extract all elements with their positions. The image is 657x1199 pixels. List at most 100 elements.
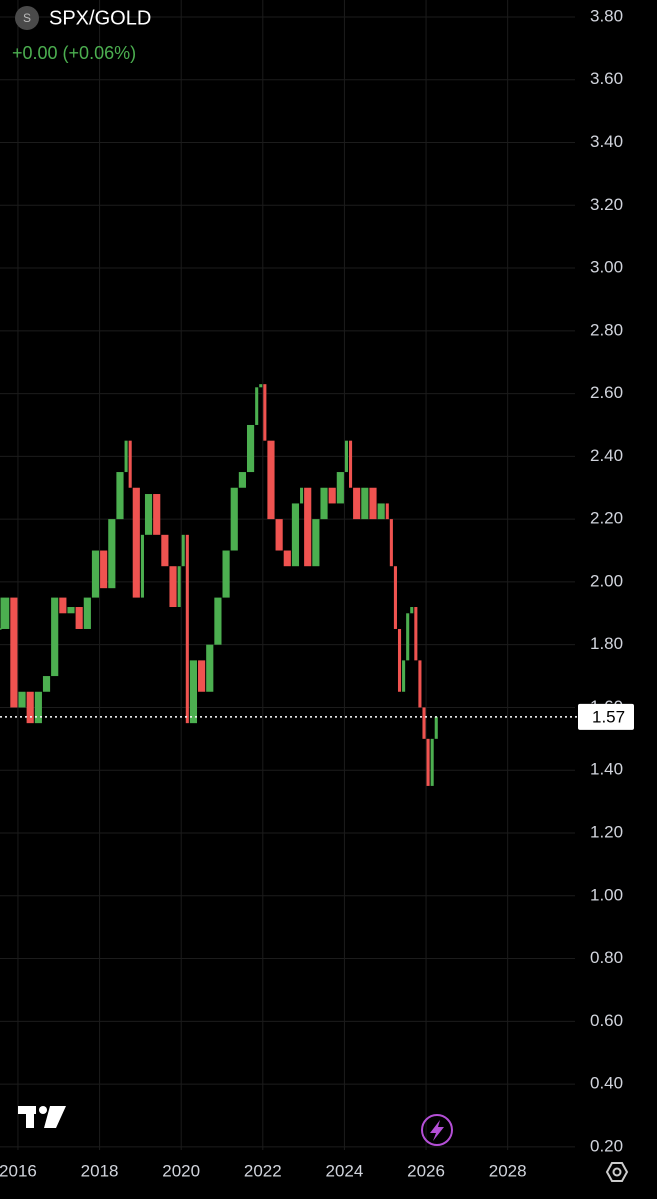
candle [198, 660, 206, 692]
candle [267, 440, 275, 520]
candle [132, 487, 140, 598]
candle [42, 676, 51, 692]
candle [300, 487, 304, 504]
y-tick-label: 3.20 [590, 195, 623, 214]
symbol-name[interactable]: SPX/GOLD [49, 7, 151, 29]
candle [263, 384, 267, 441]
candle [75, 607, 83, 629]
y-tick-label: 2.40 [590, 446, 623, 465]
candle [418, 660, 422, 708]
candle [128, 440, 132, 488]
candle [83, 597, 91, 629]
candle [10, 597, 18, 708]
y-tick-label: 2.00 [590, 571, 623, 590]
y-tick-label: 1.80 [590, 634, 623, 653]
candle [336, 472, 344, 504]
x-tick-label: 2020 [162, 1161, 200, 1180]
y-tick-label: 0.20 [590, 1136, 623, 1155]
x-tick-label: 2022 [244, 1161, 282, 1180]
x-tick-label: 2026 [407, 1161, 445, 1180]
x-tick-label: 2028 [489, 1161, 527, 1180]
candle [230, 487, 238, 551]
y-tick-label: 0.80 [590, 948, 623, 967]
candle [34, 691, 42, 724]
lightning-button[interactable] [421, 1114, 453, 1146]
candle [0, 597, 10, 629]
candle [283, 550, 291, 567]
price-change: +0.00 (+0.06%) [12, 43, 136, 63]
y-tick-label: 2.80 [590, 320, 623, 339]
candle [349, 440, 353, 488]
y-tick-label: 2.60 [590, 383, 623, 402]
candle [320, 487, 328, 520]
candle [51, 597, 59, 677]
candle [124, 440, 128, 473]
candle [410, 607, 414, 614]
candle [377, 503, 385, 520]
candles [0, 384, 438, 786]
y-tick-label: 3.80 [590, 6, 623, 25]
candle [161, 534, 169, 567]
y-tick-label: 1.20 [590, 822, 623, 841]
settings-icon[interactable] [605, 1162, 629, 1182]
last-price-label: 1.57 [592, 707, 625, 726]
candle [353, 487, 361, 520]
grid [0, 0, 575, 1150]
candle [144, 494, 153, 535]
candle [140, 534, 144, 598]
candle [238, 472, 246, 488]
candle [177, 566, 181, 608]
candle [312, 519, 320, 567]
y-tick-label: 3.00 [590, 258, 623, 277]
y-tick-label: 2.20 [590, 509, 623, 528]
symbol-icon-letter: S [23, 11, 31, 25]
candle [153, 494, 161, 535]
candle [406, 613, 410, 661]
y-tick-label: 0.60 [590, 1011, 623, 1030]
candle [344, 440, 349, 473]
candle [328, 487, 336, 504]
x-tick-label: 2024 [326, 1161, 364, 1180]
candle [169, 566, 177, 608]
candle [434, 716, 438, 739]
candle [255, 387, 259, 425]
candle [67, 607, 75, 614]
x-tick-label: 2016 [0, 1161, 37, 1180]
candle [259, 384, 263, 388]
candle [291, 503, 300, 567]
y-tick-label: 3.60 [590, 69, 623, 88]
candle [304, 487, 312, 567]
candle [369, 487, 377, 520]
candle [189, 660, 198, 724]
candle [206, 644, 214, 692]
y-tick-label: 1.40 [590, 760, 623, 779]
candle [430, 738, 434, 786]
candle [100, 550, 108, 589]
candle [91, 550, 100, 598]
candle [18, 691, 26, 708]
candle [214, 597, 222, 645]
candle [414, 607, 418, 661]
candle [246, 424, 255, 473]
candle [361, 487, 369, 520]
candle [397, 628, 402, 692]
y-tick-label: 0.40 [590, 1074, 623, 1093]
tradingview-logo [18, 1106, 66, 1128]
candle [426, 738, 430, 786]
candle [393, 566, 397, 629]
candle [222, 550, 230, 598]
candle [116, 472, 124, 520]
symbol-icon [15, 6, 39, 30]
last-price-box [578, 703, 634, 730]
candle [108, 519, 116, 589]
candle [402, 660, 406, 692]
candle [26, 691, 34, 724]
candle [422, 707, 426, 739]
candle [275, 519, 283, 551]
candle [59, 597, 67, 614]
candle [181, 534, 185, 567]
candle [389, 519, 393, 567]
